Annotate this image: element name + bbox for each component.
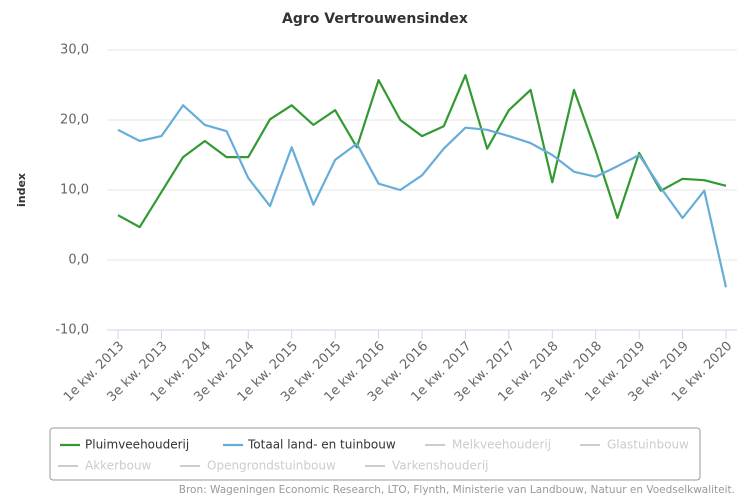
series-line	[117, 74, 727, 229]
y-tick-label: 30,0	[60, 43, 89, 58]
legend-label: Glastuinbouw	[607, 438, 689, 452]
source: Bron: Wageningen Economic Research, LTO,…	[179, 484, 735, 496]
legend-label: Totaal land- en tuinbouw	[247, 438, 396, 452]
legend-label: Melkveehouderij	[452, 438, 551, 452]
legend-box	[49, 427, 701, 481]
y-tick-label: 0,0	[68, 253, 89, 268]
legend-label: Opengrondstuinbouw	[207, 459, 336, 473]
legend-label: Akkerbouw	[85, 459, 152, 473]
legend-label: Pluimveehouderij	[85, 438, 189, 452]
y-tick-label: 20,0	[60, 113, 89, 128]
chart-title: Agro Vertrouwensindex	[282, 11, 468, 27]
y-axis-label: index	[15, 173, 28, 207]
y-tick-label: 10,0	[60, 183, 89, 198]
series-line	[117, 104, 728, 288]
legend-label: Varkenshouderij	[392, 459, 488, 473]
y-tick-label: -10,0	[55, 323, 89, 338]
